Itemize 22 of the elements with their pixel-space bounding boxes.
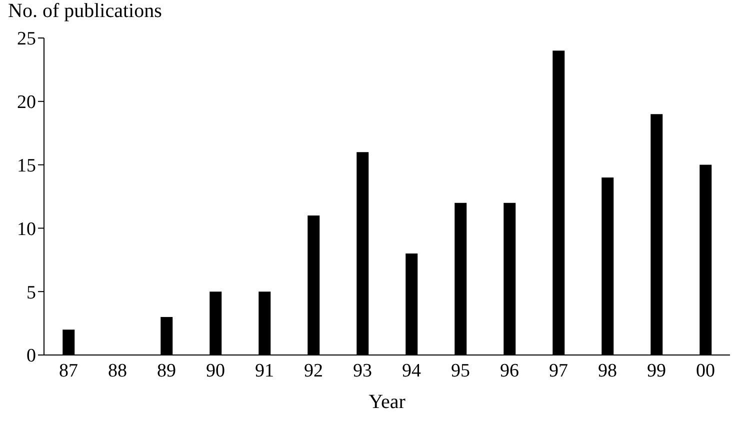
x-tick-label: 93 xyxy=(353,360,372,382)
x-tick-label: 90 xyxy=(206,360,225,382)
y-tick-label: 15 xyxy=(17,156,36,177)
x-tick-label: 97 xyxy=(549,360,568,382)
x-tick-label: 89 xyxy=(157,360,176,382)
x-tick-label: 94 xyxy=(402,360,422,382)
y-tick-label: 0 xyxy=(26,346,36,367)
x-tick-label: 91 xyxy=(255,360,274,382)
y-tick-label: 10 xyxy=(17,218,36,240)
x-axis-title: Year xyxy=(368,391,406,413)
x-tick-label: 96 xyxy=(500,360,519,382)
x-tick-label: 87 xyxy=(59,360,78,382)
y-tick-label: 25 xyxy=(17,28,36,50)
x-tick-label: 98 xyxy=(598,360,617,382)
x-tick-label: 95 xyxy=(451,360,470,382)
x-tick-label: 00 xyxy=(696,360,715,382)
y-tick-label: 5 xyxy=(26,282,36,304)
y-tick-label: 20 xyxy=(17,92,36,114)
x-tick-label: 88 xyxy=(108,360,127,382)
y-axis-title: No. of publications xyxy=(8,0,162,23)
x-tick-label: 92 xyxy=(304,360,323,382)
x-tick-label: 99 xyxy=(647,360,666,382)
